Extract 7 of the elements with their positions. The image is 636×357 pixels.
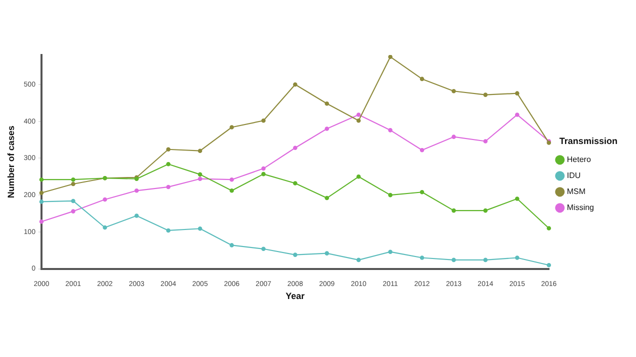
legend-label: Hetero [566, 155, 592, 164]
legend-label: IDU [566, 171, 581, 180]
x-axis-title: Year [286, 291, 306, 302]
legend-label: MSM [566, 187, 586, 196]
legend-title: Transmission [559, 136, 618, 146]
legend-label: Missing [566, 203, 594, 212]
y-axis-title: Number of cases [6, 126, 16, 198]
